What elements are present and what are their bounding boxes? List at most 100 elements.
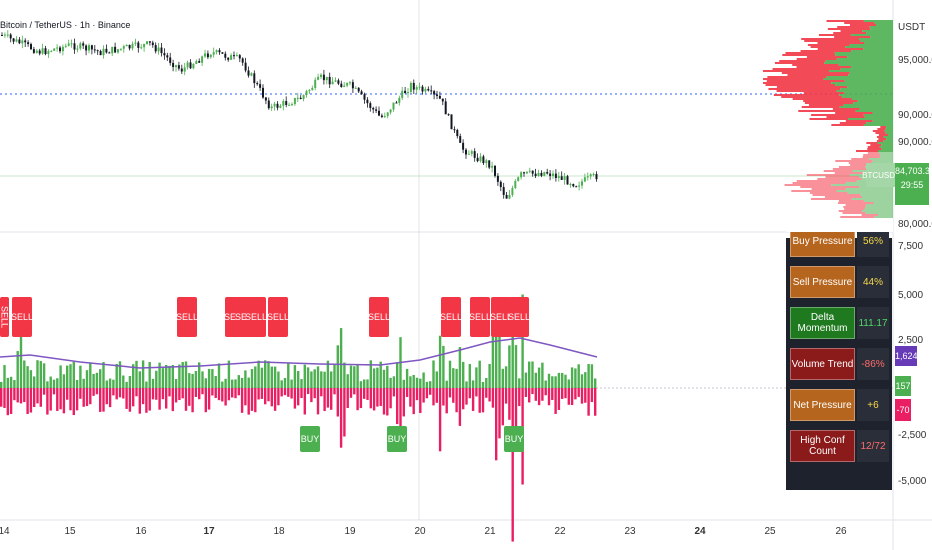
last-price-badge[interactable]: 84,703.32 29:55 [895, 163, 932, 205]
histogram-buy-bar [102, 362, 105, 388]
sell-signal[interactable]: SELL [508, 297, 530, 337]
candle-body [47, 51, 50, 55]
candle-body [279, 105, 282, 108]
histogram-sell-bar [409, 388, 412, 407]
histogram-sell-bar [240, 388, 244, 413]
histogram-sell-bar [465, 388, 468, 405]
candle-body [505, 194, 508, 199]
volume-profile-sell [837, 202, 874, 204]
histogram-buy-bar [429, 381, 432, 388]
histogram-buy-bar [534, 372, 537, 388]
candle-body [30, 44, 32, 50]
histogram-sell-bar [125, 388, 128, 409]
candle-body [41, 48, 44, 54]
histogram-sell-bar [188, 388, 191, 406]
histogram-buy-bar [442, 345, 445, 388]
histogram-buy-bar [297, 371, 300, 388]
histogram-sell-bar [237, 388, 240, 396]
histogram-sell-bar [79, 388, 82, 399]
candle-body [351, 82, 354, 89]
candle-body [12, 38, 15, 42]
candle-body [438, 95, 441, 99]
buy-signal[interactable]: BUY [504, 426, 524, 452]
histogram-sell-bar [204, 388, 207, 413]
candle-body [233, 55, 235, 57]
candle-body [9, 34, 12, 39]
histogram-buy-bar [537, 367, 541, 388]
time-tick: 18 [273, 526, 285, 537]
sell-signal[interactable]: SELL [11, 297, 33, 337]
price-tick: 90,000.00 [898, 137, 932, 148]
sell-signal[interactable]: SELL [245, 297, 267, 337]
histogram-sell-bar [561, 388, 564, 399]
volume-profile-sell [763, 70, 829, 72]
histogram-sell-bar [353, 388, 356, 395]
histogram-buy-bar [3, 365, 6, 388]
price-tick: 80,000.00 [898, 219, 932, 230]
sell-signal[interactable]: SELL [490, 297, 512, 337]
histogram-sell-bar [128, 388, 132, 412]
histogram-buy-bar [79, 365, 82, 388]
volume-profile-sell [849, 24, 876, 26]
candle-body [441, 98, 444, 102]
volume-profile-buy [834, 52, 893, 54]
volume-profile-buy [835, 84, 893, 86]
currency-label[interactable]: USDT [898, 22, 926, 33]
histogram-sell-bar [504, 388, 508, 404]
ma-value-badge: 1,624 [895, 346, 918, 366]
histogram-buy-bar [82, 378, 85, 388]
volume-profile-buy [853, 102, 893, 104]
histogram-buy-bar [574, 368, 577, 388]
histogram-buy-bar [16, 351, 19, 388]
histogram-buy-bar [419, 378, 422, 388]
sell-signal[interactable]: SELL [440, 297, 462, 337]
histogram-buy-bar [224, 378, 227, 388]
histogram-sell-bar [448, 388, 452, 398]
indicator-tick: 7,500 [898, 241, 924, 252]
symbol-price-badge: BTCUSDT [862, 163, 900, 187]
stats-label: Net Pressure [790, 389, 855, 421]
volume-profile-buy [836, 58, 893, 60]
histogram-buy-bar [46, 381, 49, 388]
candle-body [569, 184, 572, 186]
volume-profile-buy [839, 106, 893, 108]
histogram-buy-bar [211, 369, 214, 388]
buy-signal[interactable]: BUY [387, 426, 407, 452]
candle-body [380, 115, 383, 117]
histogram-sell-bar [141, 388, 145, 405]
histogram-sell-bar [432, 388, 435, 406]
volume-profile-sell [840, 30, 863, 32]
volume-profile-buy [879, 146, 893, 148]
histogram-buy-bar [168, 365, 171, 388]
symbol-title[interactable]: Bitcoin / TetherUS · 1h · Binance [0, 20, 131, 30]
volume-profile-sell [807, 44, 850, 46]
candle-body [160, 47, 163, 54]
stats-value: 44% [857, 266, 889, 298]
sell-signal[interactable]: SELL [469, 297, 491, 337]
histogram-sell-bar [419, 388, 422, 414]
histogram-sell-bar [412, 388, 415, 415]
sell-signal[interactable]: SELL [368, 297, 390, 337]
volume-profile-sell [867, 152, 879, 154]
candle-body [354, 87, 357, 89]
histogram-buy-bar [587, 363, 590, 388]
volume-profile-sell [834, 172, 864, 174]
sell-signal[interactable]: SELL [176, 297, 198, 337]
buy-signal[interactable]: BUY [300, 426, 320, 452]
candle-body [183, 67, 186, 72]
histogram-sell-bar [336, 388, 339, 417]
histogram-buy-bar [468, 364, 471, 388]
candle-body [67, 43, 70, 46]
histogram-sell-bar [485, 388, 488, 398]
volume-profile-sell [839, 166, 866, 168]
sell-signal[interactable]: SELL [0, 297, 10, 337]
histogram-sell-bar [495, 388, 498, 461]
histogram-sell-bar [386, 388, 389, 416]
candle-body [427, 88, 430, 91]
volume-profile-sell [862, 156, 880, 158]
sell-signal[interactable]: SELL [267, 297, 289, 337]
histogram-sell-bar [66, 388, 69, 400]
volume-profile-sell [838, 210, 862, 212]
volume-profile-sell [767, 76, 827, 78]
